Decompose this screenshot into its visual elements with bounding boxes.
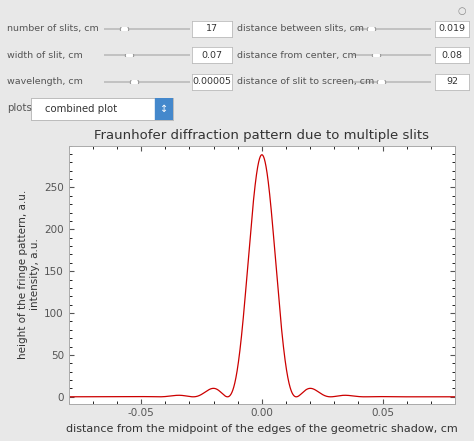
X-axis label: distance from the midpoint of the edges of the geometric shadow, cm: distance from the midpoint of the edges …	[66, 424, 458, 434]
Title: Fraunhofer diffraction pattern due to multiple slits: Fraunhofer diffraction pattern due to mu…	[94, 129, 429, 142]
Y-axis label: height of the fringe pattern, a.u.
intensity, a.u.: height of the fringe pattern, a.u. inten…	[18, 190, 40, 359]
Text: ○: ○	[458, 6, 466, 16]
Text: width of slit, cm: width of slit, cm	[7, 51, 83, 60]
Text: 0.019: 0.019	[439, 24, 465, 33]
Text: plots: plots	[7, 103, 32, 113]
Bar	[155, 98, 173, 120]
Text: distance between slits, cm: distance between slits, cm	[237, 24, 364, 33]
Text: 92: 92	[446, 77, 458, 86]
Text: number of slits, cm: number of slits, cm	[7, 24, 99, 33]
Text: 0.00005: 0.00005	[192, 77, 232, 86]
Text: distance of slit to screen, cm: distance of slit to screen, cm	[237, 77, 374, 86]
Text: 0.07: 0.07	[201, 51, 223, 60]
Text: distance from center, cm: distance from center, cm	[237, 51, 357, 60]
Text: 0.08: 0.08	[442, 51, 463, 60]
Text: combined plot: combined plot	[45, 104, 117, 114]
Text: ↕: ↕	[160, 104, 168, 114]
Text: wavelength, cm: wavelength, cm	[7, 77, 83, 86]
Text: 17: 17	[206, 24, 218, 33]
